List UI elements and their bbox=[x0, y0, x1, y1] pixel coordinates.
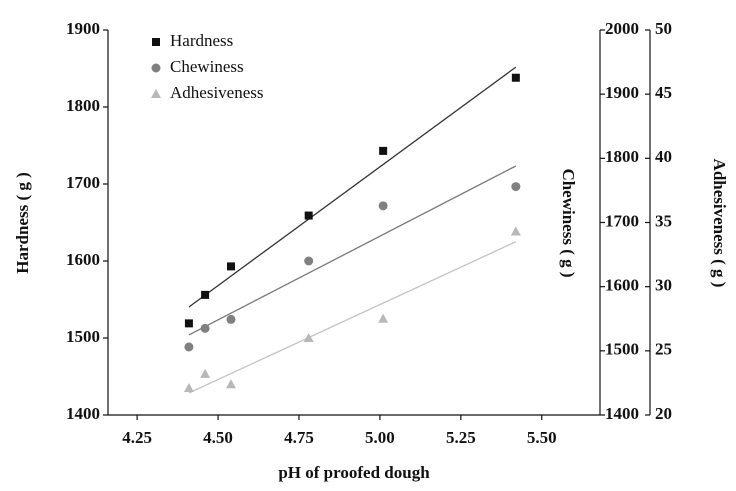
point bbox=[378, 313, 389, 323]
y2-tick-label: 1500 bbox=[605, 340, 639, 359]
trend-line bbox=[188, 241, 517, 394]
y2-tick-label: 2000 bbox=[605, 19, 639, 38]
y-tick-label: 1400 bbox=[66, 404, 100, 423]
y2-tick-label: 1900 bbox=[605, 83, 639, 102]
y2-tick-label: 1400 bbox=[605, 404, 639, 423]
trend-line bbox=[188, 66, 517, 308]
y3-tick-label: 40 bbox=[655, 147, 672, 166]
trend-line bbox=[188, 165, 517, 336]
y2-tick-label: 1800 bbox=[605, 147, 639, 166]
point bbox=[511, 182, 521, 192]
point bbox=[184, 319, 193, 328]
point bbox=[379, 146, 388, 155]
legend-label: Hardness bbox=[170, 31, 233, 50]
x-tick-label: 4.75 bbox=[284, 428, 314, 447]
point bbox=[183, 383, 194, 393]
y-tick-label: 1700 bbox=[66, 173, 100, 192]
legend-marker bbox=[151, 63, 161, 73]
y3-tick-label: 25 bbox=[655, 340, 672, 359]
legend-label: Adhesiveness bbox=[170, 83, 263, 102]
x-tick-label: 5.00 bbox=[365, 428, 395, 447]
y3-tick-label: 35 bbox=[655, 211, 672, 230]
y3-tick-label: 50 bbox=[655, 19, 672, 38]
legend-label: Chewiness bbox=[170, 57, 244, 76]
y2-tick-label: 1700 bbox=[605, 211, 639, 230]
x-axis-label: pH of proofed dough bbox=[278, 463, 430, 482]
legend-marker bbox=[151, 89, 161, 98]
x-tick-label: 4.50 bbox=[203, 428, 233, 447]
x-tick-label: 4.25 bbox=[122, 428, 152, 447]
y3-tick-label: 30 bbox=[655, 276, 672, 295]
y-axis-label: Hardness ( g ) bbox=[13, 172, 32, 274]
point bbox=[303, 333, 314, 342]
y2-axis-label: Chewiness ( g ) bbox=[559, 168, 578, 277]
point bbox=[184, 342, 194, 352]
y-tick-label: 1900 bbox=[66, 19, 100, 38]
point bbox=[200, 323, 210, 333]
y3-axis-label: Adhesiveness ( g ) bbox=[710, 159, 729, 288]
point bbox=[511, 73, 520, 82]
point bbox=[226, 379, 236, 389]
y3-tick-label: 45 bbox=[655, 83, 672, 102]
point bbox=[378, 201, 388, 211]
point bbox=[200, 368, 211, 378]
x-tick-label: 5.25 bbox=[446, 428, 476, 447]
y2-tick-label: 1600 bbox=[605, 276, 639, 295]
y3-tick-label: 20 bbox=[655, 404, 672, 423]
point bbox=[227, 262, 235, 271]
point bbox=[304, 211, 313, 220]
y-tick-label: 1500 bbox=[66, 327, 100, 346]
legend-marker bbox=[152, 38, 160, 46]
x-tick-label: 5.50 bbox=[527, 428, 557, 447]
y-tick-label: 1800 bbox=[66, 96, 100, 115]
point bbox=[201, 290, 210, 299]
point bbox=[226, 314, 236, 324]
y-tick-label: 1600 bbox=[66, 250, 100, 269]
point bbox=[304, 256, 314, 266]
point bbox=[510, 226, 521, 236]
